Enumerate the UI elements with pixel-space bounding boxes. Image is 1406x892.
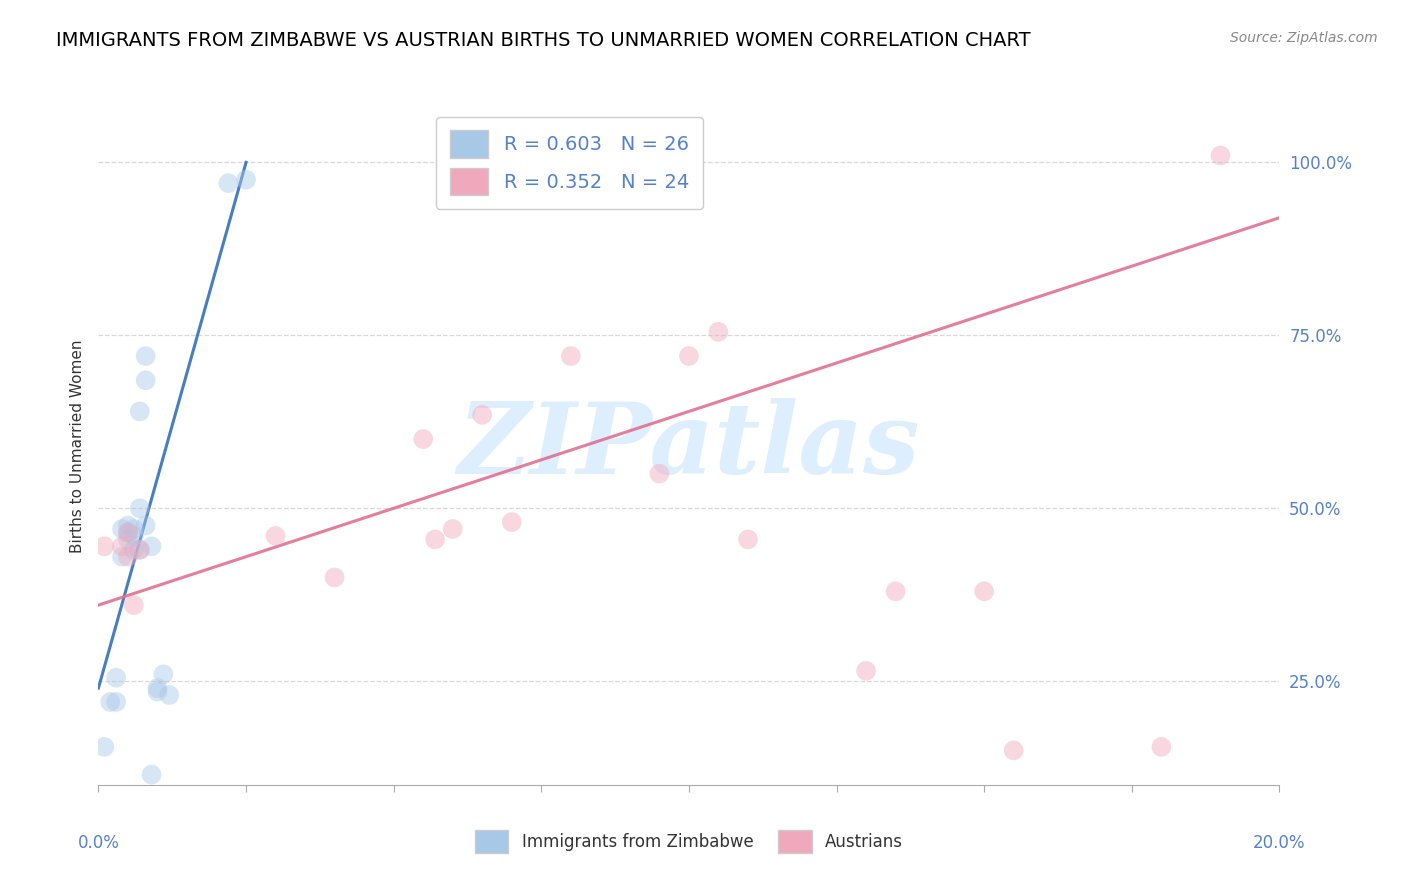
Point (128, 404, 150, 418)
Text: 0.0%: 0.0% (77, 834, 120, 852)
Point (441, 522, 464, 536)
Point (135, 349, 157, 363)
Point (1150, 739, 1173, 754)
Point (737, 533, 759, 547)
Point (217, 176, 239, 190)
Point (135, 518, 157, 533)
Point (1209, 148, 1232, 162)
Point (157, 688, 180, 702)
Text: Source: ZipAtlas.com: Source: ZipAtlas.com (1230, 31, 1378, 45)
Point (152, 667, 174, 681)
Point (98, 695, 121, 709)
Point (264, 529, 287, 543)
Point (93, 539, 115, 553)
Point (128, 542, 150, 557)
Point (141, 767, 163, 781)
Point (973, 584, 995, 599)
Point (111, 539, 134, 553)
Point (122, 529, 145, 543)
Point (122, 542, 145, 557)
Point (412, 432, 434, 446)
Point (122, 522, 145, 536)
Point (471, 408, 494, 422)
Point (560, 349, 582, 363)
Point (117, 549, 139, 564)
Point (146, 681, 169, 695)
Point (884, 584, 907, 599)
Point (111, 522, 134, 536)
Point (707, 325, 730, 339)
Point (855, 664, 877, 678)
Point (117, 533, 139, 547)
Text: 20.0%: 20.0% (1253, 834, 1306, 852)
Point (501, 515, 523, 529)
Point (423, 533, 446, 547)
Point (323, 570, 346, 584)
Text: ZIPatlas: ZIPatlas (458, 398, 920, 494)
Point (117, 525, 139, 540)
Point (105, 695, 128, 709)
Legend: Immigrants from Zimbabwe, Austrians: Immigrants from Zimbabwe, Austrians (463, 818, 915, 864)
Point (105, 671, 128, 685)
Point (678, 349, 700, 363)
Point (93, 739, 115, 754)
Point (135, 373, 157, 387)
Point (128, 501, 150, 516)
Text: IMMIGRANTS FROM ZIMBABWE VS AUSTRIAN BIRTHS TO UNMARRIED WOMEN CORRELATION CHART: IMMIGRANTS FROM ZIMBABWE VS AUSTRIAN BIR… (56, 31, 1031, 50)
Point (117, 525, 139, 540)
Point (141, 539, 163, 553)
Point (146, 684, 169, 698)
Y-axis label: Births to Unmarried Women: Births to Unmarried Women (69, 339, 84, 553)
Point (648, 467, 671, 481)
Point (111, 549, 134, 564)
Point (1002, 743, 1025, 757)
Point (117, 518, 139, 533)
Point (122, 598, 145, 612)
Point (128, 542, 150, 557)
Point (235, 172, 257, 186)
